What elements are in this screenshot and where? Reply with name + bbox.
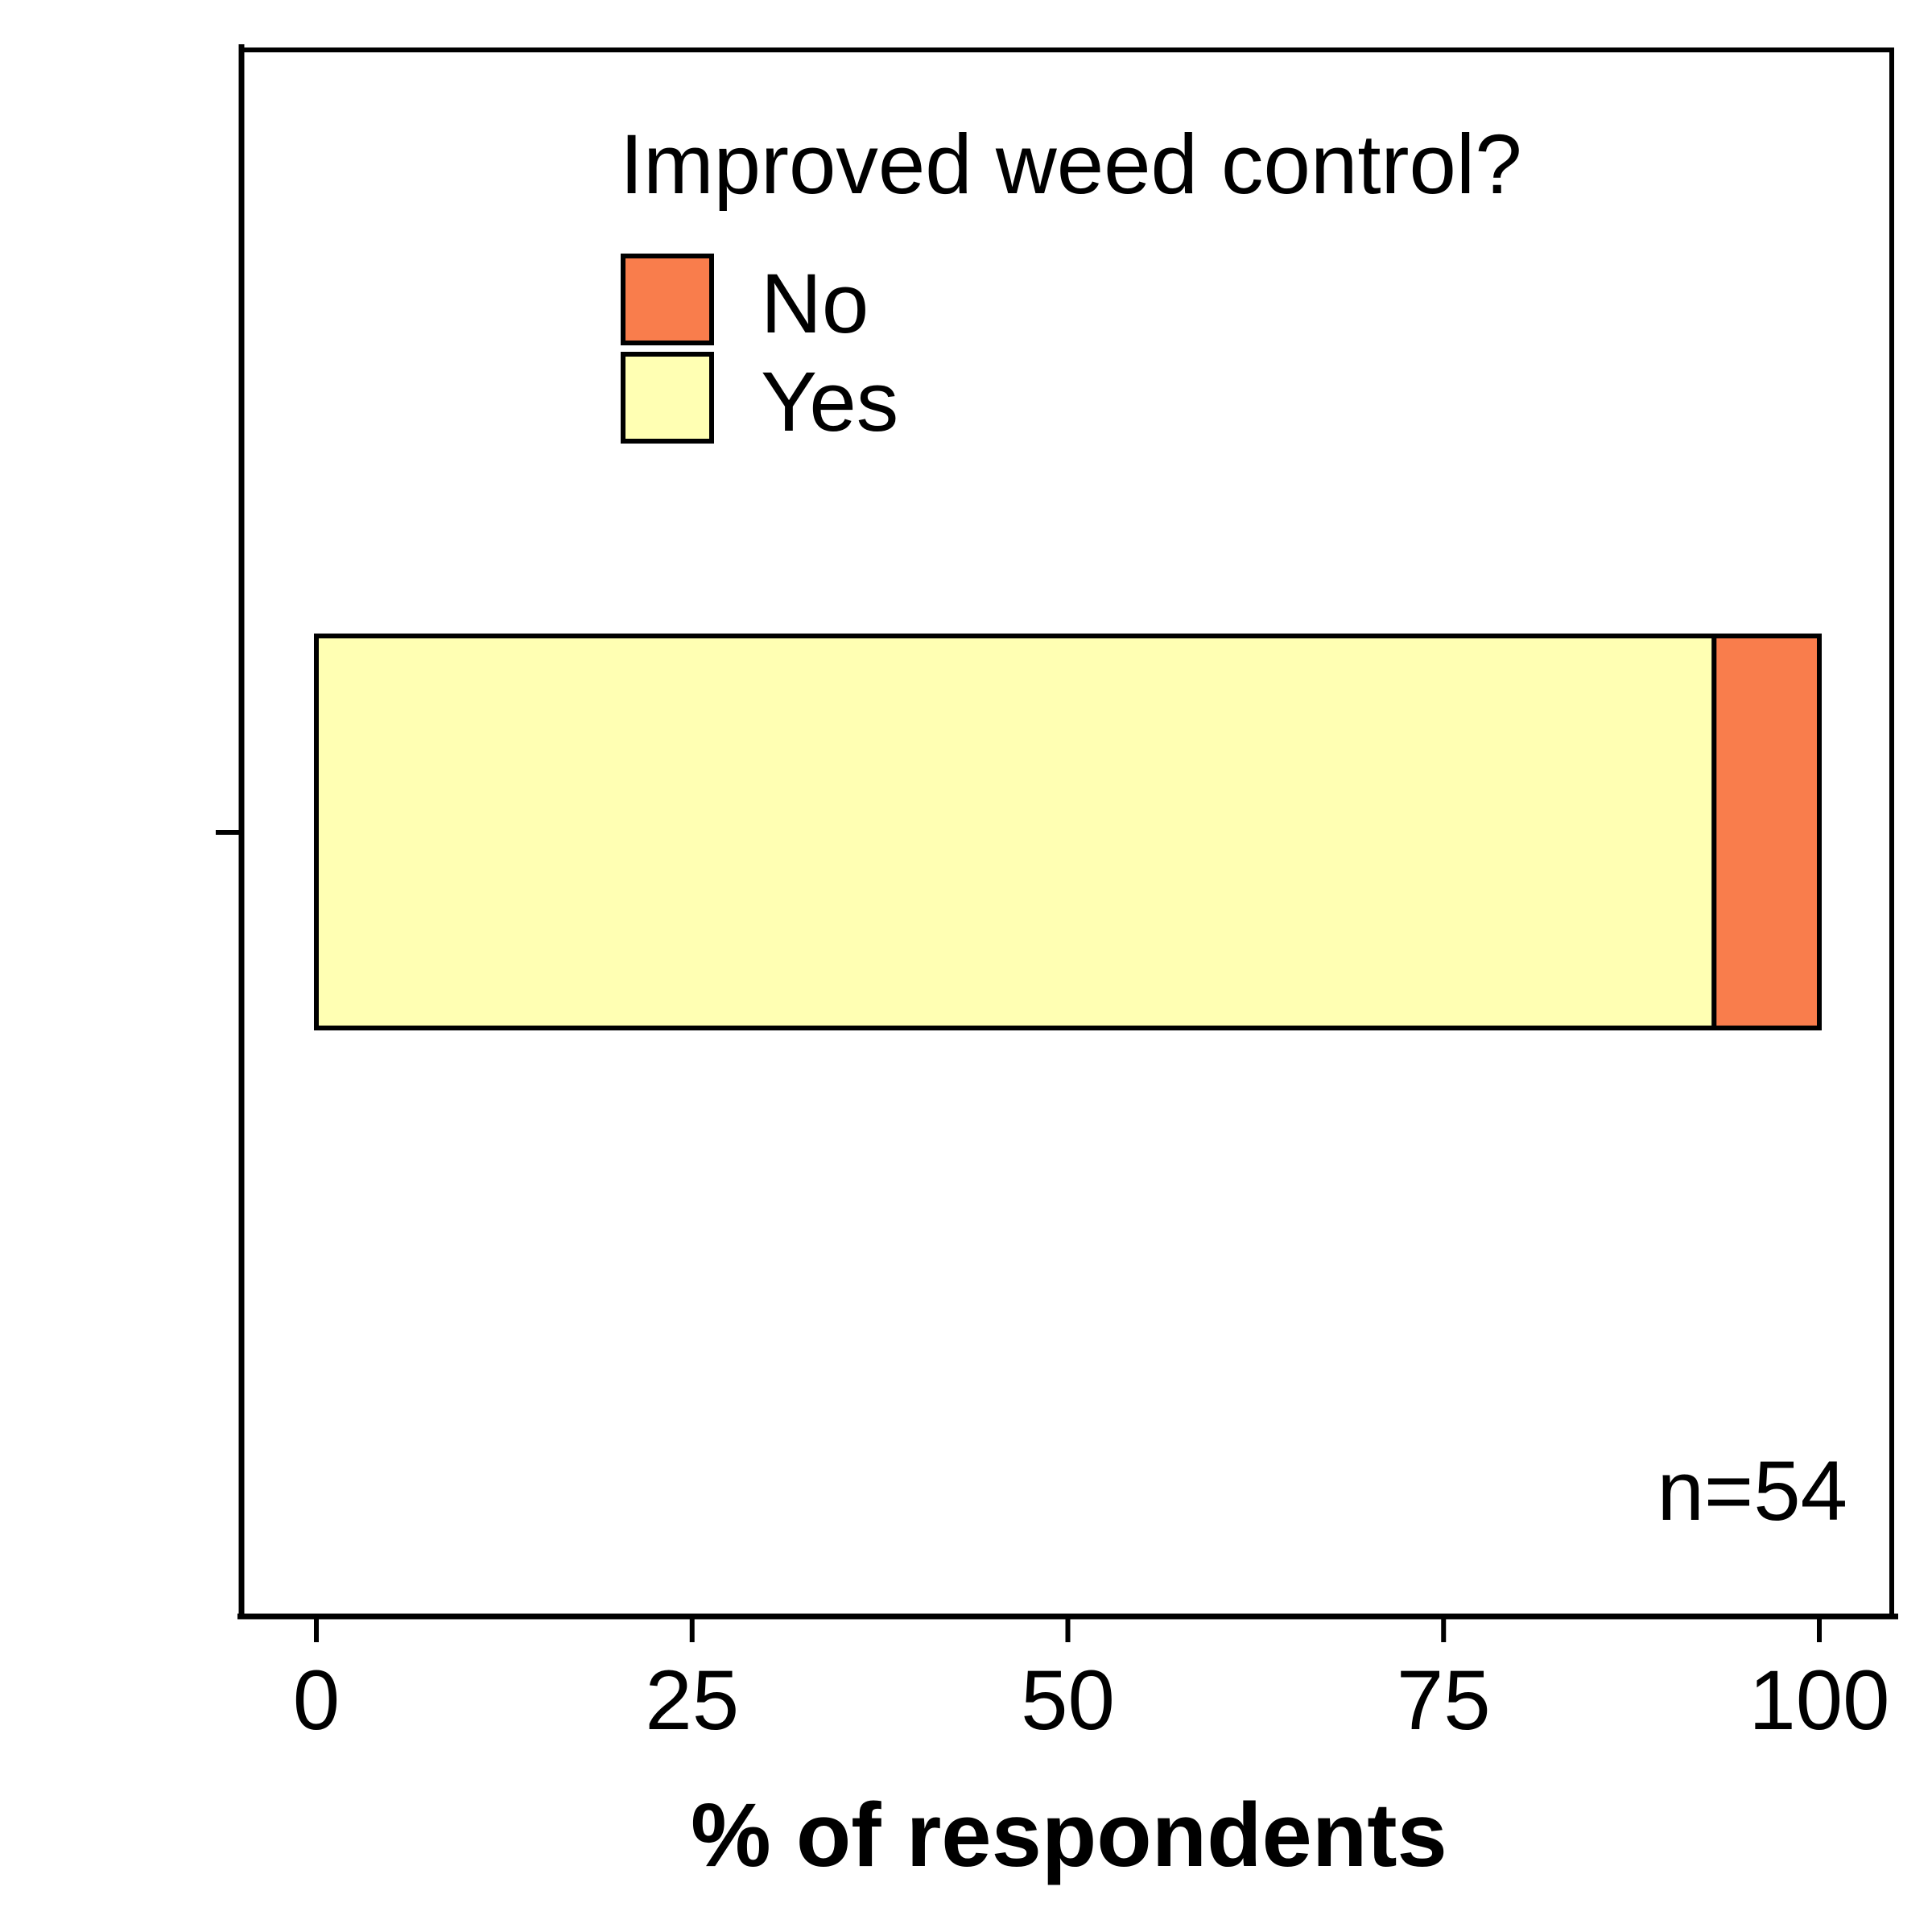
bar-segment-no xyxy=(1711,634,1823,1030)
legend-swatch-yes xyxy=(621,352,714,444)
legend-title: Improved weed control? xyxy=(620,118,1522,212)
x-tick-label-25: 25 xyxy=(645,1653,739,1748)
x-ticks: 0 25 50 75 100 xyxy=(293,1616,1890,1748)
bars xyxy=(314,634,1823,1030)
x-tick-label-75: 75 xyxy=(1397,1653,1491,1748)
bar-segment-yes xyxy=(314,634,1717,1030)
sample-size-annotation: n=54 xyxy=(1657,1444,1847,1538)
legend-label-no: No xyxy=(761,257,869,351)
x-tick-label-50: 50 xyxy=(1021,1653,1115,1748)
x-tick-label-0: 0 xyxy=(293,1653,340,1748)
x-axis-title: % of respondents xyxy=(691,1785,1447,1885)
legend: Improved weed control? No Yes xyxy=(620,118,1522,449)
legend-swatch-no xyxy=(621,254,714,345)
x-tick-label-100: 100 xyxy=(1748,1653,1889,1748)
legend-label-yes: Yes xyxy=(761,355,898,449)
